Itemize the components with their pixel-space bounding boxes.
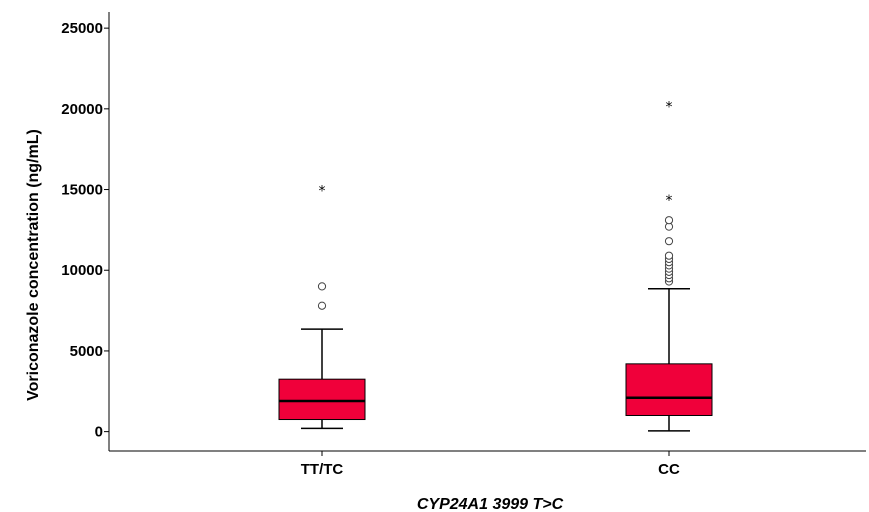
y-ticks: 0 5000 10000 15000 20000 25000: [61, 20, 109, 441]
outlier-point: [664, 237, 674, 246]
outlier-point: [664, 216, 674, 225]
x-axis: TT/TC CC: [109, 450, 866, 478]
y-axis-title: Voriconazole concentration (ng/mL): [25, 129, 42, 401]
outlier-point: [317, 282, 327, 291]
y-tick-label: 25000: [61, 20, 103, 37]
outlier-point: [317, 301, 327, 310]
x-tick-label: CC: [658, 461, 680, 478]
y-tick-label: 5000: [70, 343, 103, 360]
box-group: *: [278, 184, 366, 430]
x-ticks: TT/TC CC: [301, 451, 680, 478]
y-axis: 0 5000 10000 15000 20000 25000: [61, 12, 110, 451]
outlier-point: [664, 251, 674, 260]
extreme-point: *: [666, 193, 673, 209]
x-axis-title: CYP24A1 3999 T>C: [417, 496, 564, 512]
box-group: **: [625, 100, 713, 432]
y-tick-label: 15000: [61, 182, 103, 199]
extreme-point: *: [666, 100, 673, 116]
extreme-point: *: [319, 184, 326, 200]
y-tick-label: 20000: [61, 101, 103, 118]
x-tick-label: TT/TC: [301, 461, 344, 478]
boxes: ***: [278, 100, 713, 432]
iqr-box: [625, 363, 713, 416]
y-tick-label: 10000: [61, 262, 103, 279]
y-tick-label: 0: [95, 424, 103, 441]
iqr-box: [278, 378, 366, 421]
